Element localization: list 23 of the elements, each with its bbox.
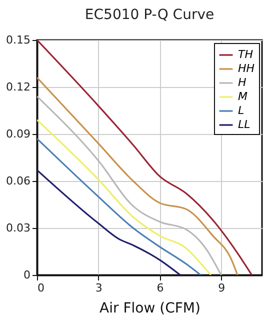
line-series [37,96,222,275]
x-tick-label: 9 [218,282,226,294]
y-tick-label: 0.12 [6,80,30,94]
chart-title: EC5010 P-Q Curve [84,7,214,23]
x-axis-title: Air Flow (CFM) [100,300,200,316]
line-series [37,169,181,275]
y-tick-label: 0 [24,268,30,282]
legend-label: L [238,104,244,117]
y-tick-label: 0.09 [6,128,30,140]
line-series [37,138,202,275]
line-series [37,119,212,275]
legend-label: LL [238,118,250,131]
legend-label: M [238,90,248,103]
line-series [37,76,238,275]
y-tick-label: 0.03 [6,222,30,234]
y-tick-label: 0.06 [6,174,30,188]
x-tick-label: 3 [95,282,102,294]
legend-label: HH [238,62,255,75]
y-tick-label: 0.15 [6,34,30,46]
x-tick-label: 6 [156,282,164,294]
legend-label: TH [238,48,253,61]
x-tick-label: 0 [38,282,44,294]
legend-label: H [238,76,246,89]
